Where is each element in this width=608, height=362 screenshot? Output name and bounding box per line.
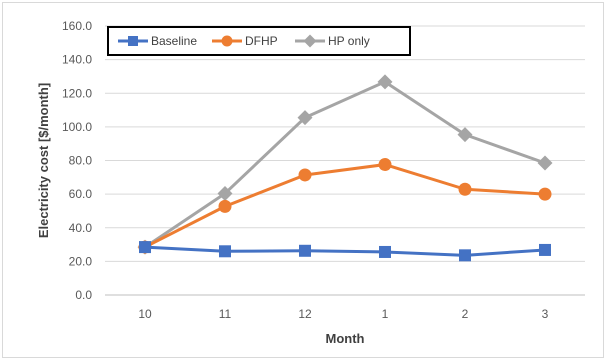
y-axis-title: Electricity cost [$/month] [36, 83, 51, 238]
series-dfhp [138, 158, 552, 254]
y-tick-label: 20.0 [69, 254, 93, 268]
data-point-baseline [379, 245, 391, 258]
x-tick-label: 2 [462, 307, 469, 321]
y-tick-label: 160.0 [62, 19, 92, 33]
data-point-baseline [139, 241, 151, 254]
x-tick-label: 12 [298, 307, 312, 321]
legend-label-dfhp: DFHP [245, 34, 278, 48]
y-tick-label: 120.0 [62, 86, 92, 100]
y-tick-label: 140.0 [62, 53, 92, 67]
data-point-baseline [459, 249, 471, 262]
y-tick-labels: 0.0 20.0 40.0 60.0 80.0 100.0 120.0 140.0 160.0 [62, 19, 92, 302]
x-tick-label: 1 [382, 307, 389, 321]
legend-marker-baseline [128, 36, 138, 46]
series-group [137, 74, 553, 262]
legend-box [107, 26, 411, 56]
data-point-dfhp [378, 158, 392, 172]
legend-label-hp-only: HP only [328, 34, 370, 48]
series-line-dfhp [144, 163, 546, 249]
legend-marker-hp-only [303, 34, 317, 48]
y-tick-label: 60.0 [69, 187, 93, 201]
y-tick-label: 40.0 [69, 221, 93, 235]
y-tick-label: 100.0 [62, 120, 92, 134]
data-point-baseline [219, 245, 231, 258]
data-point-hp-only [457, 127, 473, 143]
x-axis-title: Month [326, 331, 365, 346]
data-point-hp-only [537, 155, 553, 171]
legend-label-baseline: Baseline [151, 34, 197, 48]
series-line-baseline [144, 245, 546, 257]
data-point-hp-only [217, 185, 233, 201]
data-point-baseline [299, 244, 311, 257]
data-point-hp-only [297, 110, 313, 126]
legend-marker-dfhp [221, 35, 233, 47]
data-point-dfhp [218, 199, 232, 213]
data-point-dfhp [298, 168, 312, 182]
series-baseline [139, 241, 551, 262]
y-tick-label: 0.0 [75, 288, 92, 302]
x-tick-label: 11 [219, 307, 232, 321]
x-tick-label: 3 [542, 307, 549, 321]
data-point-dfhp [458, 182, 472, 196]
x-tick-labels: 10 11 12 1 2 3 [138, 307, 548, 321]
series-line-hp-only [144, 80, 546, 249]
legend: Baseline DFHP HP only [107, 26, 411, 56]
series-hp-only [137, 74, 553, 255]
y-tick-label: 80.0 [69, 154, 93, 168]
x-tick-label: 10 [138, 307, 152, 321]
data-point-hp-only [377, 74, 393, 90]
data-point-dfhp [538, 187, 552, 201]
data-point-baseline [539, 243, 551, 256]
